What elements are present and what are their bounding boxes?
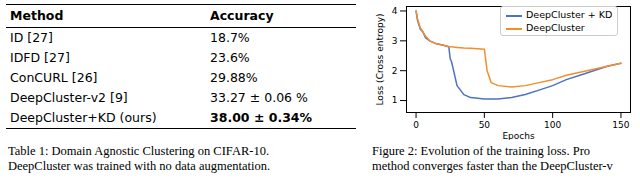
html-text:29.88%: 29.88% xyxy=(210,70,258,85)
svg-text:Epochs: Epochs xyxy=(502,131,535,141)
html-text:DeepCluster was trained with n: DeepCluster was trained with no data aug… xyxy=(8,159,271,173)
html-text:method converges faster than t: method converges faster than the DeepClu… xyxy=(372,159,613,173)
html-text:DeepCluster-v2 [9]: DeepCluster-v2 [9] xyxy=(10,90,128,105)
svg-text:150: 150 xyxy=(612,120,629,130)
html-text:33.27 ± 0.06 %: 33.27 ± 0.06 % xyxy=(210,90,308,105)
html-text:DeepCluster+KD (ours): DeepCluster+KD (ours) xyxy=(10,110,157,125)
svg-text:Loss (Cross entropy): Loss (Cross entropy) xyxy=(375,14,385,106)
svg-text:3: 3 xyxy=(392,36,398,46)
html-text:Table 1: Domain Agnostic Clust: Table 1: Domain Agnostic Clustering on C… xyxy=(8,144,269,158)
html-text:Method: Method xyxy=(10,8,64,23)
html-text:Accuracy: Accuracy xyxy=(210,8,274,23)
html-text:ConCURL [26]: ConCURL [26] xyxy=(10,70,98,85)
svg-text:0: 0 xyxy=(413,120,419,130)
svg-text:100: 100 xyxy=(544,120,561,130)
svg-text:4: 4 xyxy=(392,6,398,16)
html-text:38.00 ± 0.34%: 38.00 ± 0.34% xyxy=(210,110,313,125)
svg-text:50: 50 xyxy=(479,120,491,130)
svg-text:1: 1 xyxy=(392,95,398,105)
html-text:DeepCluster: DeepCluster xyxy=(526,22,585,33)
html-text:IDFD [27]: IDFD [27] xyxy=(10,50,70,65)
html-text:Figure 2: Evolution of the tra: Figure 2: Evolution of the training loss… xyxy=(372,144,590,158)
html-text:23.6%: 23.6% xyxy=(210,50,250,65)
html-text:DeepCluster + KD: DeepCluster + KD xyxy=(526,9,613,20)
html-text:ID [27]: ID [27] xyxy=(10,30,53,45)
html-text:18.7%: 18.7% xyxy=(210,30,250,45)
svg-text:2: 2 xyxy=(392,66,398,76)
